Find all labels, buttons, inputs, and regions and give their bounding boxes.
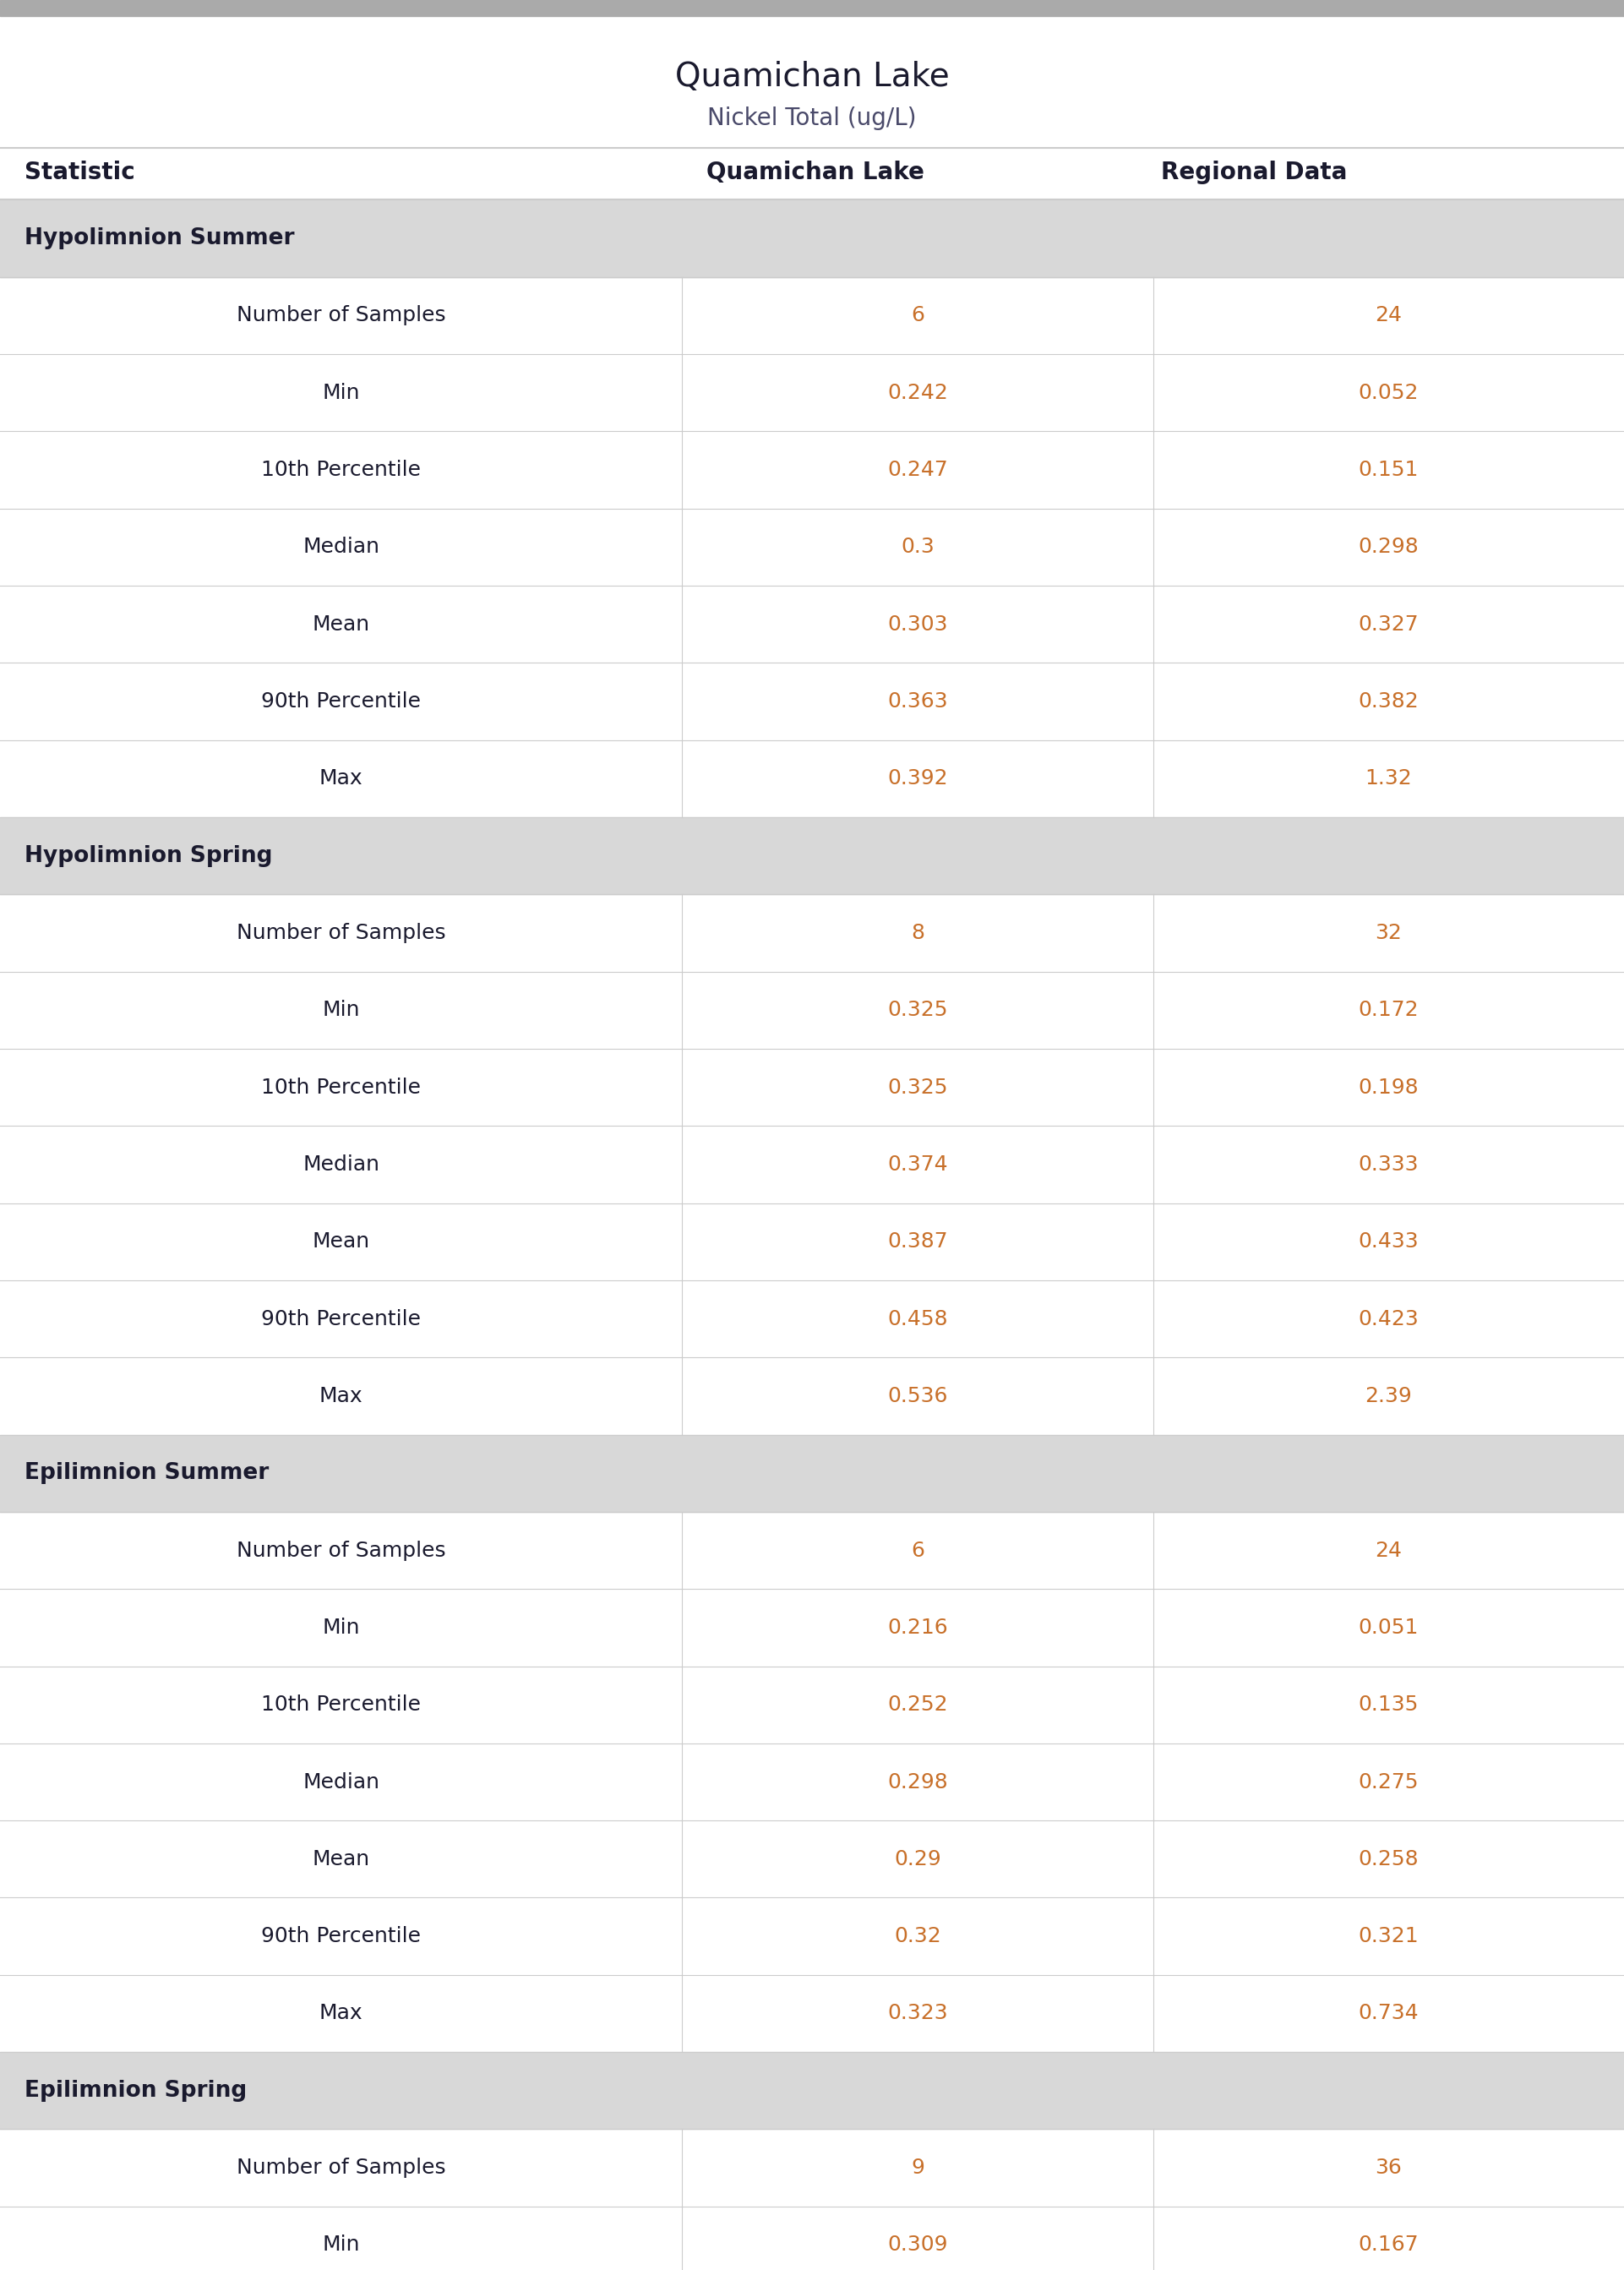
Text: 9: 9	[911, 2159, 924, 2177]
Text: Hypolimnion Summer: Hypolimnion Summer	[24, 227, 294, 250]
Text: 0.052: 0.052	[1358, 384, 1419, 402]
Text: 6: 6	[911, 306, 924, 325]
Text: 0.198: 0.198	[1358, 1078, 1419, 1096]
Text: 0.247: 0.247	[887, 461, 948, 479]
Text: 0.051: 0.051	[1358, 1619, 1419, 1637]
Text: Number of Samples: Number of Samples	[237, 2159, 445, 2177]
Text: Hypolimnion Spring: Hypolimnion Spring	[24, 844, 273, 867]
Text: 0.363: 0.363	[887, 692, 948, 711]
Text: 0.323: 0.323	[887, 2004, 948, 2023]
Text: 0.135: 0.135	[1358, 1696, 1419, 1714]
Text: 0.309: 0.309	[887, 2236, 948, 2254]
Bar	[0, 817, 1624, 894]
Text: 0.382: 0.382	[1358, 692, 1419, 711]
Text: Number of Samples: Number of Samples	[237, 1541, 445, 1559]
Text: 0.298: 0.298	[887, 1773, 948, 1791]
Text: Median: Median	[302, 538, 380, 556]
Text: 90th Percentile: 90th Percentile	[261, 692, 421, 711]
Text: 0.275: 0.275	[1358, 1773, 1419, 1791]
Text: 0.242: 0.242	[887, 384, 948, 402]
Text: 0.536: 0.536	[887, 1387, 948, 1405]
Text: Min: Min	[322, 2236, 361, 2254]
Text: 0.392: 0.392	[887, 770, 948, 788]
Text: 0.327: 0.327	[1358, 615, 1419, 633]
Text: Epilimnion Spring: Epilimnion Spring	[24, 2079, 247, 2102]
Text: 24: 24	[1376, 1541, 1402, 1559]
Text: Median: Median	[302, 1155, 380, 1174]
Text: 6: 6	[911, 1541, 924, 1559]
Text: 0.325: 0.325	[887, 1078, 948, 1096]
Text: Mean: Mean	[312, 615, 370, 633]
Text: 32: 32	[1376, 924, 1402, 942]
Text: 0.172: 0.172	[1358, 1001, 1419, 1019]
Bar	[0, 1435, 1624, 1512]
Text: 10th Percentile: 10th Percentile	[261, 1078, 421, 1096]
Text: 90th Percentile: 90th Percentile	[261, 1927, 421, 1945]
Text: Median: Median	[302, 1773, 380, 1791]
Text: Max: Max	[320, 1387, 362, 1405]
Text: 0.216: 0.216	[887, 1619, 948, 1637]
Text: 0.321: 0.321	[1358, 1927, 1419, 1945]
Text: Max: Max	[320, 770, 362, 788]
Text: 0.387: 0.387	[887, 1233, 948, 1251]
Text: 8: 8	[911, 924, 924, 942]
Text: 0.333: 0.333	[1358, 1155, 1419, 1174]
Text: 0.458: 0.458	[887, 1310, 948, 1328]
Text: 0.423: 0.423	[1358, 1310, 1419, 1328]
Text: 10th Percentile: 10th Percentile	[261, 461, 421, 479]
Text: 0.325: 0.325	[887, 1001, 948, 1019]
Text: 0.29: 0.29	[893, 1850, 942, 1868]
Text: Max: Max	[320, 2004, 362, 2023]
Text: Regional Data: Regional Data	[1161, 161, 1348, 184]
Text: Quamichan Lake: Quamichan Lake	[676, 61, 948, 93]
Text: 0.252: 0.252	[887, 1696, 948, 1714]
Text: 0.374: 0.374	[887, 1155, 948, 1174]
Text: 36: 36	[1376, 2159, 1402, 2177]
Text: Quamichan Lake: Quamichan Lake	[706, 161, 924, 184]
Text: Nickel Total (ug/L): Nickel Total (ug/L)	[708, 107, 916, 129]
Text: Number of Samples: Number of Samples	[237, 924, 445, 942]
Text: Min: Min	[322, 1001, 361, 1019]
Text: Mean: Mean	[312, 1850, 370, 1868]
Text: 0.303: 0.303	[887, 615, 948, 633]
Text: 0.298: 0.298	[1358, 538, 1419, 556]
Text: 1.32: 1.32	[1364, 770, 1413, 788]
Text: Min: Min	[322, 1619, 361, 1637]
Text: 10th Percentile: 10th Percentile	[261, 1696, 421, 1714]
Bar	[0, 0, 1624, 16]
Text: 0.167: 0.167	[1358, 2236, 1419, 2254]
Text: 0.3: 0.3	[901, 538, 934, 556]
Text: Min: Min	[322, 384, 361, 402]
Text: Mean: Mean	[312, 1233, 370, 1251]
Text: 0.433: 0.433	[1358, 1233, 1419, 1251]
Text: 0.32: 0.32	[893, 1927, 942, 1945]
Bar	[0, 2052, 1624, 2129]
Text: 0.258: 0.258	[1358, 1850, 1419, 1868]
Text: Epilimnion Summer: Epilimnion Summer	[24, 1462, 268, 1485]
Text: 2.39: 2.39	[1364, 1387, 1413, 1405]
Text: 24: 24	[1376, 306, 1402, 325]
Text: 0.151: 0.151	[1358, 461, 1419, 479]
Text: 0.734: 0.734	[1358, 2004, 1419, 2023]
Text: Statistic: Statistic	[24, 161, 135, 184]
Text: 90th Percentile: 90th Percentile	[261, 1310, 421, 1328]
Text: Number of Samples: Number of Samples	[237, 306, 445, 325]
Bar	[0, 200, 1624, 277]
